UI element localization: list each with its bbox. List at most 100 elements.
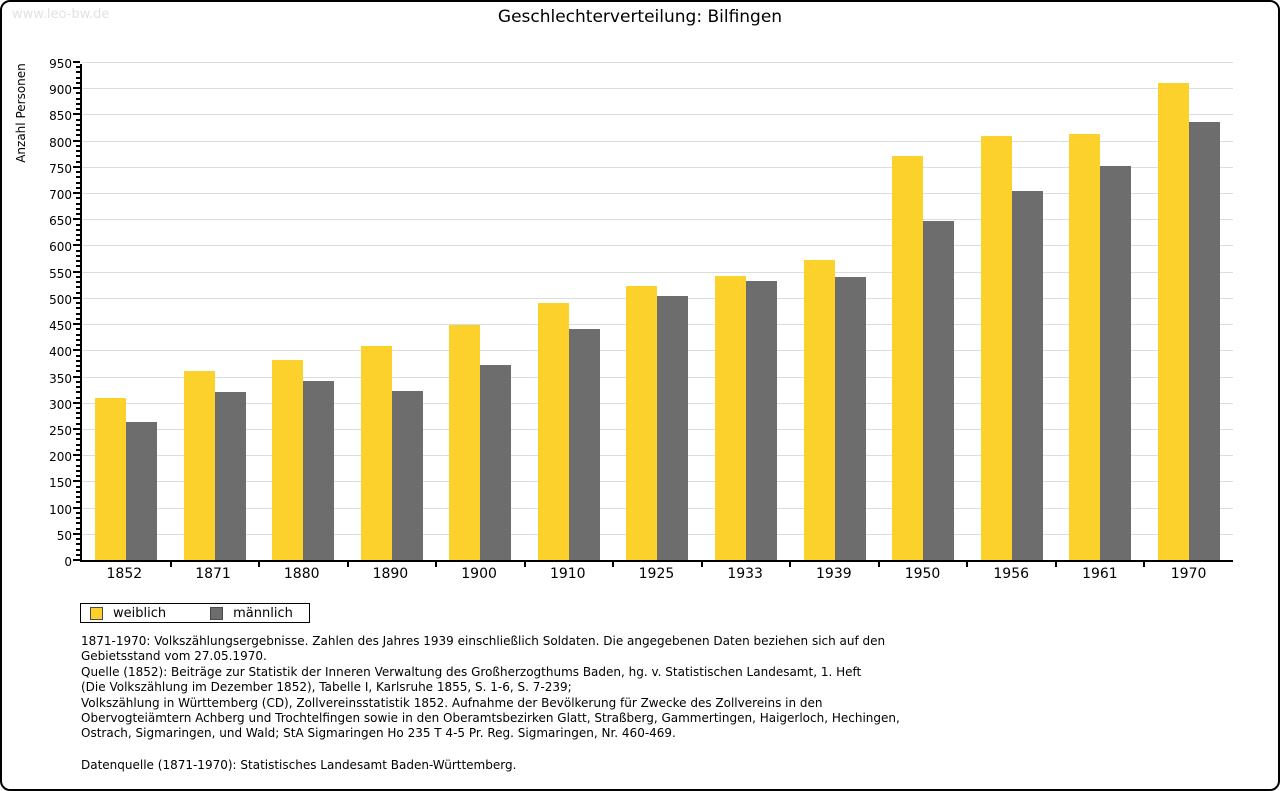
y-major-tick-150: [73, 480, 80, 483]
x-tick-label-1852: 1852: [106, 566, 143, 582]
y-minor-tick-290: [76, 406, 80, 409]
y-minor-tick-160: [76, 475, 80, 478]
y-minor-tick-840: [76, 118, 80, 121]
y-minor-tick-120: [76, 496, 80, 499]
y-minor-tick-570: [76, 260, 80, 263]
y-minor-tick-10: [76, 553, 80, 556]
y-tick-label-500: 500: [49, 292, 72, 307]
y-minor-tick-170: [76, 469, 80, 472]
y-minor-tick-720: [76, 181, 80, 184]
y-major-tick-500: [73, 296, 80, 299]
y-tick-label-850: 850: [49, 109, 72, 124]
x-tick-label-1933: 1933: [727, 566, 763, 582]
y-major-tick-850: [73, 113, 80, 116]
bars-container: [82, 64, 1233, 560]
y-tick-label-250: 250: [49, 423, 72, 438]
bar-group-1890: [348, 64, 437, 560]
bar-group-1880: [259, 64, 348, 560]
x-boundary-tick-11: [1054, 562, 1057, 567]
bar-group-1961: [1056, 64, 1145, 560]
y-minor-tick-30: [76, 543, 80, 546]
y-major-tick-350: [73, 375, 80, 378]
y-minor-tick-930: [76, 71, 80, 74]
bar-männlich-1910: [568, 328, 600, 560]
watermark: www.leo-bw.de: [12, 7, 110, 22]
y-major-tick-650: [73, 218, 80, 221]
x-axis-labels: 1852 1871 1880 1890 1900 1910 1925 1933 1939 1950…: [80, 566, 1233, 582]
gridline-600: [82, 245, 1233, 247]
y-tick-label-400: 400: [49, 345, 72, 360]
bar-männlich-1871: [214, 391, 246, 560]
y-minor-tick-890: [76, 92, 80, 95]
y-tick-label-950: 950: [49, 57, 72, 71]
y-minor-tick-370: [76, 365, 80, 368]
gridline-900: [82, 88, 1233, 90]
bar-weiblich-1956: [980, 136, 1012, 560]
legend-label-maennlich: männlich: [233, 605, 293, 621]
gridline-950: [82, 62, 1233, 63]
y-minor-tick-360: [76, 370, 80, 373]
y-minor-tick-580: [76, 254, 80, 257]
y-major-tick-950: [73, 61, 80, 63]
x-boundary-tick-6: [612, 562, 615, 567]
x-boundary-tick-9: [877, 562, 880, 567]
y-major-tick-550: [73, 270, 80, 273]
legend-label-weiblich: weiblich: [113, 605, 167, 621]
y-minor-tick-660: [76, 213, 80, 216]
y-minor-tick-310: [76, 396, 80, 399]
y-tick-label-550: 550: [49, 266, 72, 281]
bar-männlich-1880: [303, 380, 335, 560]
x-tick-label-1961: 1961: [1082, 566, 1118, 582]
y-minor-tick-90: [76, 511, 80, 514]
bar-weiblich-1890: [360, 346, 392, 560]
gridline-750: [82, 166, 1233, 168]
y-major-tick-400: [73, 349, 80, 352]
y-minor-tick-490: [76, 302, 80, 305]
bar-weiblich-1925: [626, 285, 658, 560]
y-major-tick-700: [73, 192, 80, 195]
y-minor-tick-330: [76, 386, 80, 389]
y-major-tick-200: [73, 454, 80, 457]
y-major-tick-300: [73, 401, 80, 404]
bar-weiblich-1961: [1069, 133, 1101, 560]
x-tick-label-1956: 1956: [993, 566, 1030, 582]
y-minor-tick-110: [76, 501, 80, 504]
y-minor-tick-440: [76, 328, 80, 331]
footnote-line-3: Quelle (1852): Beiträge zur Statistik de…: [81, 664, 862, 679]
y-minor-tick-860: [76, 108, 80, 111]
bar-weiblich-1933: [714, 276, 746, 560]
y-minor-tick-710: [76, 186, 80, 189]
legend-swatch-maennlich: [210, 606, 224, 620]
y-major-tick-800: [73, 139, 80, 142]
y-minor-tick-680: [76, 202, 80, 205]
x-boundary-tick-5: [523, 562, 526, 567]
footnote-line-4: (Die Volkszählung im Dezember 1852), Tab…: [81, 680, 572, 695]
y-minor-tick-270: [76, 417, 80, 420]
footnote-line-7: Ostrach, Sigmaringen, und Wald; StA Sigm…: [81, 726, 676, 741]
bar-weiblich-1950: [892, 155, 924, 560]
y-tick-label-150: 150: [49, 476, 72, 491]
y-minor-tick-790: [76, 144, 80, 147]
x-tick-label-1925: 1925: [638, 566, 675, 582]
bar-group-1925: [613, 64, 702, 560]
y-minor-tick-460: [76, 317, 80, 320]
y-tick-label-300: 300: [49, 397, 72, 412]
y-major-tick-100: [73, 506, 80, 509]
y-minor-tick-420: [76, 338, 80, 341]
x-boundary-tick-12: [1143, 562, 1146, 567]
bar-männlich-1956: [1011, 190, 1043, 560]
y-tick-label-900: 900: [49, 83, 72, 98]
legend-swatch-weiblich: [90, 606, 103, 620]
y-major-tick-0: [73, 559, 80, 561]
chart-title: Geschlechterverteilung: Bilfingen: [497, 7, 783, 27]
legend: weiblich männlich: [80, 603, 310, 623]
y-minor-tick-590: [76, 249, 80, 252]
y-minor-tick-390: [76, 354, 80, 357]
y-minor-tick-780: [76, 150, 80, 153]
y-minor-tick-70: [76, 522, 80, 525]
gridline-800: [82, 140, 1233, 142]
bar-group-1950: [879, 64, 968, 560]
y-minor-tick-210: [76, 448, 80, 451]
y-tick-label-0: 0: [64, 555, 72, 569]
x-tick-label-1910: 1910: [549, 566, 586, 582]
